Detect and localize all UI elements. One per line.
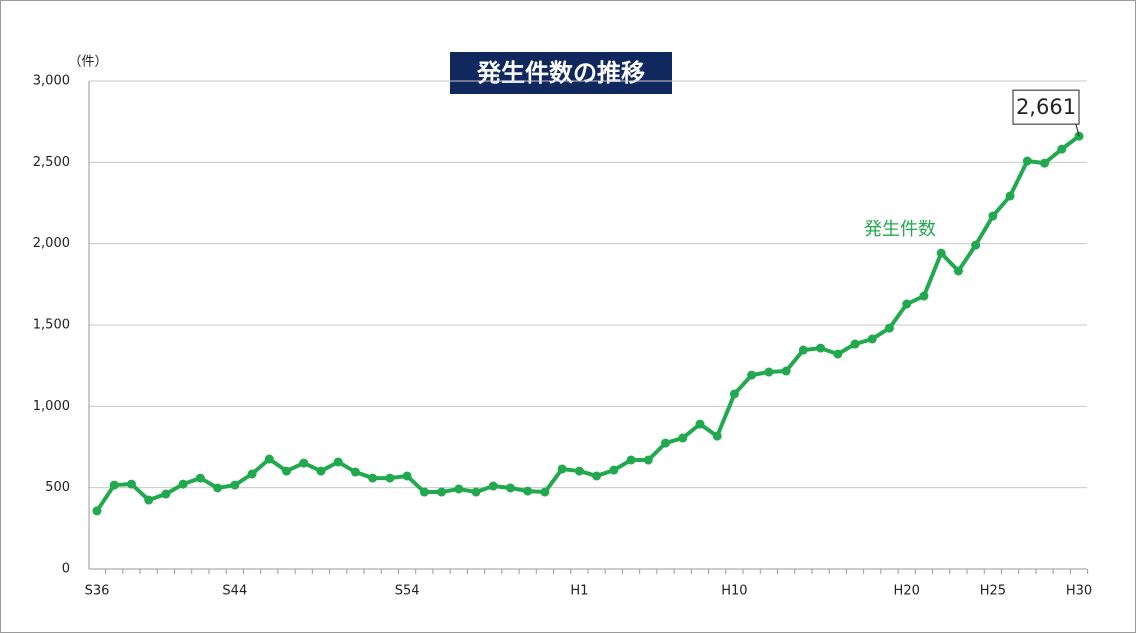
point	[902, 299, 912, 309]
y-tick-label: 500	[45, 480, 70, 495]
point	[350, 467, 360, 477]
point	[161, 489, 171, 499]
point	[471, 487, 481, 497]
point	[626, 455, 636, 465]
point	[781, 366, 791, 376]
point	[1040, 158, 1050, 168]
title-box	[450, 52, 672, 94]
point	[282, 466, 292, 476]
point	[230, 480, 240, 490]
point	[953, 266, 963, 276]
point	[1057, 144, 1067, 154]
point	[712, 431, 722, 441]
point	[678, 433, 688, 443]
y-tick-label: 1,500	[33, 318, 70, 333]
x-tick-label: H25	[980, 584, 1006, 599]
point	[126, 479, 136, 489]
point	[798, 345, 808, 355]
point	[850, 339, 860, 349]
point	[884, 323, 894, 333]
point	[144, 495, 154, 505]
point	[592, 471, 602, 481]
point	[867, 334, 877, 344]
point	[419, 487, 429, 497]
point	[523, 486, 533, 496]
point	[437, 487, 447, 497]
point	[936, 248, 946, 258]
point	[816, 343, 826, 353]
series-line	[95, 134, 1081, 513]
point	[178, 479, 188, 489]
point	[643, 455, 653, 465]
point	[747, 370, 757, 380]
y-unit: （件）	[68, 55, 107, 70]
point	[1022, 156, 1032, 166]
y-tick-label: 0	[62, 562, 70, 577]
point	[299, 458, 309, 468]
y-tick-label: 2,500	[33, 155, 70, 170]
point	[109, 480, 119, 490]
x-tick-label: S44	[222, 584, 247, 599]
point	[919, 291, 929, 301]
point	[402, 471, 412, 481]
point	[247, 469, 257, 479]
point	[557, 464, 567, 474]
x-tick-label: S54	[395, 584, 420, 599]
point	[488, 481, 498, 491]
point	[333, 457, 343, 467]
series-label: 発生件数	[864, 219, 936, 240]
x-tick-label: S36	[85, 584, 110, 599]
point	[92, 506, 102, 516]
point	[661, 438, 671, 448]
callout-box	[1012, 89, 1080, 125]
y-tick-label: 1,000	[33, 399, 70, 414]
point	[574, 466, 584, 476]
point	[971, 240, 981, 250]
point	[264, 454, 274, 464]
y-tick-label: 2,000	[33, 236, 70, 251]
point	[505, 483, 515, 493]
point	[540, 487, 550, 497]
point	[454, 484, 464, 494]
point	[1005, 191, 1015, 201]
point	[316, 466, 326, 476]
y-tick-label: 3,000	[33, 74, 70, 89]
point	[195, 473, 205, 483]
point	[695, 419, 705, 429]
x-tick-label: H20	[894, 584, 920, 599]
point	[833, 349, 843, 359]
point	[385, 473, 395, 483]
point	[368, 473, 378, 483]
point	[729, 389, 739, 399]
x-tick-label: H30	[1066, 584, 1092, 599]
point	[609, 465, 619, 475]
x-tick-label: H10	[721, 584, 747, 599]
value-label: 2,661	[1016, 95, 1076, 119]
point	[988, 211, 998, 221]
point	[213, 483, 223, 493]
chart-title: 発生件数の推移	[476, 59, 645, 87]
x-tick-label: H1	[570, 584, 588, 599]
point	[764, 367, 774, 377]
